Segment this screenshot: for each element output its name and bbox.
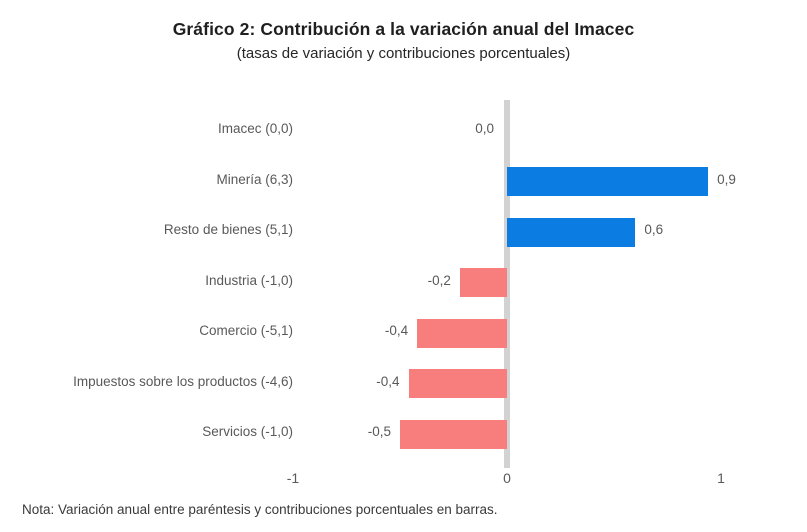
value-label: 0,6 xyxy=(644,222,664,237)
x-axis-tick-label: 1 xyxy=(717,470,725,486)
negative-bar xyxy=(400,419,507,449)
positive-bar xyxy=(507,217,636,247)
value-label: -0,5 xyxy=(367,424,391,439)
value-label: 0,0 xyxy=(475,121,494,136)
category-label: Imacec (0,0) xyxy=(217,121,293,136)
zero-axis-line xyxy=(504,100,510,468)
footnote: Nota: Variación anual entre paréntesis y… xyxy=(22,502,498,517)
x-axis-tick-label: -1 xyxy=(286,470,300,486)
value-label: -0,2 xyxy=(427,272,451,288)
negative-bar xyxy=(459,268,507,297)
category-label: Servicios (-1,0) xyxy=(202,424,293,439)
category-label: Industria (-1,0) xyxy=(205,272,293,288)
category-label: Resto de bienes (5,1) xyxy=(163,222,293,237)
value-label: 0,9 xyxy=(717,171,736,187)
category-label: Impuestos sobre los productos (-4,6) xyxy=(73,373,293,389)
category-label: Minería (6,3) xyxy=(216,171,293,187)
category-label: Comercio (-5,1) xyxy=(199,323,293,338)
chart-subtitle: (tasas de variación y contribuciones por… xyxy=(236,45,571,62)
negative-bar xyxy=(417,318,507,348)
negative-bar xyxy=(408,369,507,398)
x-axis-tick-label: 0 xyxy=(503,470,511,486)
value-label: -0,4 xyxy=(384,323,409,338)
positive-bar xyxy=(507,167,709,196)
value-label: -0,4 xyxy=(376,373,400,389)
chart-title: Gráfico 2: Contribución a la variación a… xyxy=(172,19,635,39)
